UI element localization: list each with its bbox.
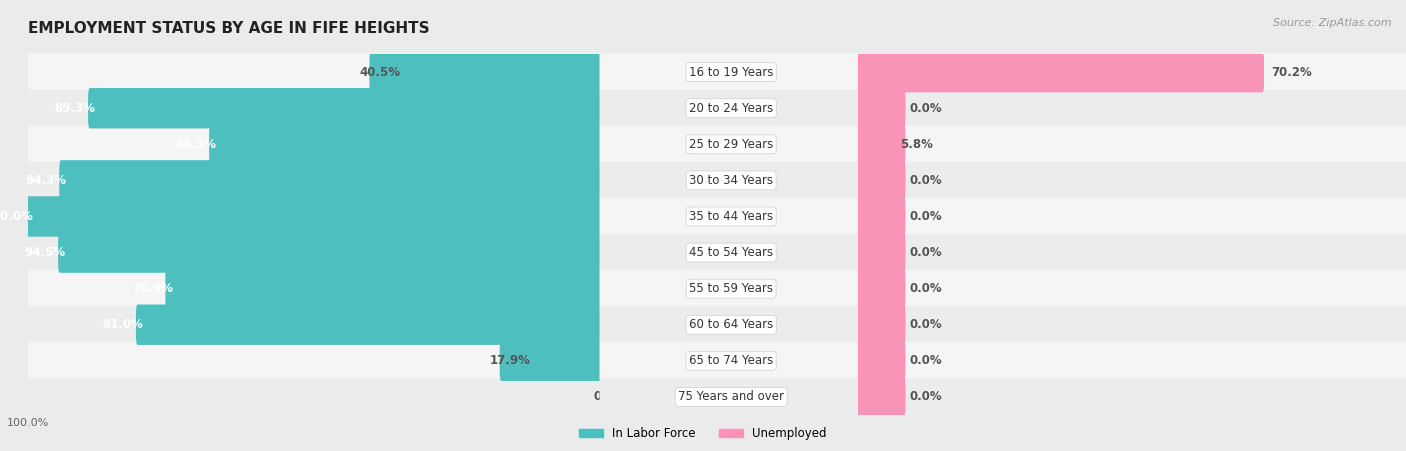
FancyBboxPatch shape: [209, 124, 606, 165]
Text: 81.0%: 81.0%: [103, 318, 143, 331]
Text: 0.0%: 0.0%: [910, 282, 942, 295]
Text: 94.5%: 94.5%: [24, 246, 66, 259]
FancyBboxPatch shape: [58, 232, 606, 273]
Text: 65 to 74 Years: 65 to 74 Years: [689, 354, 773, 367]
FancyBboxPatch shape: [28, 234, 605, 272]
Text: 25 to 29 Years: 25 to 29 Years: [689, 138, 773, 151]
Text: 45 to 54 Years: 45 to 54 Years: [689, 246, 773, 259]
FancyBboxPatch shape: [858, 198, 1406, 235]
FancyBboxPatch shape: [599, 378, 863, 416]
Text: EMPLOYMENT STATUS BY AGE IN FIFE HEIGHTS: EMPLOYMENT STATUS BY AGE IN FIFE HEIGHTS: [28, 21, 430, 36]
Text: 0.0%: 0.0%: [910, 246, 942, 259]
FancyBboxPatch shape: [599, 53, 863, 91]
FancyBboxPatch shape: [856, 88, 905, 129]
FancyBboxPatch shape: [856, 341, 905, 381]
FancyBboxPatch shape: [599, 198, 863, 235]
Text: 0.0%: 0.0%: [910, 210, 942, 223]
Text: 0.0%: 0.0%: [910, 174, 942, 187]
Text: 16 to 19 Years: 16 to 19 Years: [689, 66, 773, 78]
FancyBboxPatch shape: [599, 89, 863, 127]
Text: 5.8%: 5.8%: [900, 138, 932, 151]
Text: 60 to 64 Years: 60 to 64 Years: [689, 318, 773, 331]
FancyBboxPatch shape: [89, 88, 606, 129]
FancyBboxPatch shape: [599, 161, 863, 199]
FancyBboxPatch shape: [370, 52, 606, 92]
FancyBboxPatch shape: [28, 53, 605, 91]
Text: 70.2%: 70.2%: [1271, 66, 1312, 78]
FancyBboxPatch shape: [28, 198, 605, 235]
Text: 0.0%: 0.0%: [593, 391, 626, 403]
Text: 55 to 59 Years: 55 to 59 Years: [689, 282, 773, 295]
FancyBboxPatch shape: [858, 342, 1406, 380]
FancyBboxPatch shape: [28, 89, 605, 127]
FancyBboxPatch shape: [858, 125, 1406, 163]
FancyBboxPatch shape: [858, 234, 1406, 272]
Text: 68.3%: 68.3%: [176, 138, 217, 151]
FancyBboxPatch shape: [856, 232, 905, 273]
FancyBboxPatch shape: [856, 304, 905, 345]
FancyBboxPatch shape: [28, 270, 605, 308]
FancyBboxPatch shape: [858, 161, 1406, 199]
FancyBboxPatch shape: [599, 306, 863, 344]
Text: 20 to 24 Years: 20 to 24 Years: [689, 102, 773, 115]
Text: 0.0%: 0.0%: [910, 354, 942, 367]
FancyBboxPatch shape: [858, 89, 1406, 127]
Text: 0.0%: 0.0%: [910, 102, 942, 115]
FancyBboxPatch shape: [856, 196, 905, 237]
FancyBboxPatch shape: [856, 124, 905, 165]
Text: 94.3%: 94.3%: [25, 174, 66, 187]
FancyBboxPatch shape: [59, 160, 606, 201]
FancyBboxPatch shape: [599, 270, 863, 308]
FancyBboxPatch shape: [136, 304, 606, 345]
FancyBboxPatch shape: [856, 377, 905, 417]
FancyBboxPatch shape: [599, 342, 863, 380]
Text: 0.0%: 0.0%: [910, 318, 942, 331]
FancyBboxPatch shape: [858, 378, 1406, 416]
FancyBboxPatch shape: [27, 196, 606, 237]
Text: 75 Years and over: 75 Years and over: [678, 391, 785, 403]
FancyBboxPatch shape: [599, 125, 863, 163]
FancyBboxPatch shape: [28, 161, 605, 199]
FancyBboxPatch shape: [856, 268, 905, 309]
Text: Source: ZipAtlas.com: Source: ZipAtlas.com: [1274, 18, 1392, 28]
FancyBboxPatch shape: [858, 270, 1406, 308]
Text: 100.0%: 100.0%: [0, 210, 34, 223]
Text: 17.9%: 17.9%: [489, 354, 530, 367]
Text: 30 to 34 Years: 30 to 34 Years: [689, 174, 773, 187]
FancyBboxPatch shape: [856, 160, 905, 201]
FancyBboxPatch shape: [499, 341, 606, 381]
FancyBboxPatch shape: [28, 378, 605, 416]
FancyBboxPatch shape: [858, 53, 1406, 91]
FancyBboxPatch shape: [28, 306, 605, 344]
FancyBboxPatch shape: [28, 125, 605, 163]
Legend: In Labor Force, Unemployed: In Labor Force, Unemployed: [575, 423, 831, 445]
Text: 40.5%: 40.5%: [360, 66, 401, 78]
Text: 75.9%: 75.9%: [132, 282, 173, 295]
FancyBboxPatch shape: [166, 268, 606, 309]
Text: 35 to 44 Years: 35 to 44 Years: [689, 210, 773, 223]
FancyBboxPatch shape: [599, 234, 863, 272]
Text: 0.0%: 0.0%: [910, 391, 942, 403]
Text: 89.3%: 89.3%: [55, 102, 96, 115]
FancyBboxPatch shape: [856, 52, 1264, 92]
FancyBboxPatch shape: [28, 342, 605, 380]
FancyBboxPatch shape: [858, 306, 1406, 344]
